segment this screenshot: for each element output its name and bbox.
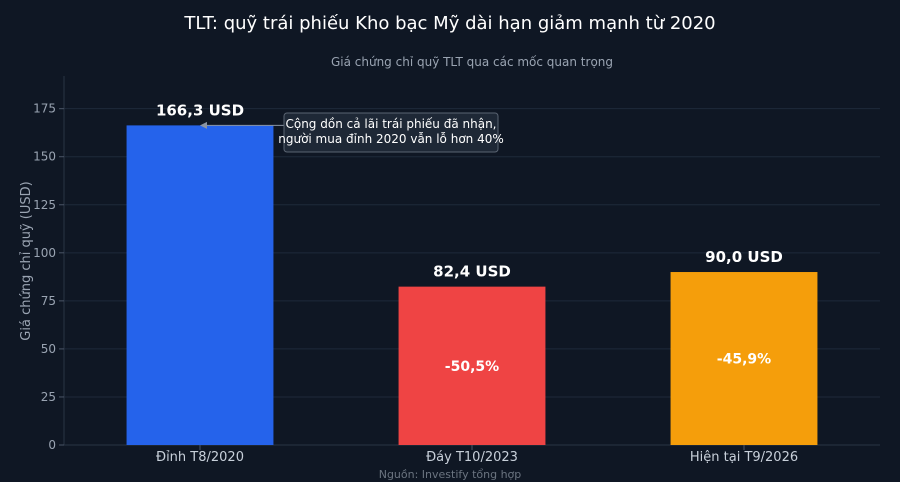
y-tick-label: 125 bbox=[33, 198, 56, 212]
bar bbox=[670, 272, 818, 445]
bar-value-label: 90,0 USD bbox=[705, 248, 783, 266]
y-tick-label: 150 bbox=[33, 150, 56, 164]
chart-title: TLT: quỹ trái phiếu Kho bạc Mỹ dài hạn g… bbox=[183, 13, 715, 34]
x-tick-label: Đáy T10/2023 bbox=[426, 450, 518, 465]
annotation-box bbox=[283, 112, 499, 153]
y-tick-label: 0 bbox=[48, 438, 56, 452]
bar-change-label: -45,9% bbox=[717, 352, 771, 368]
x-tick-label: Đỉnh T8/2020 bbox=[156, 450, 244, 465]
y-axis-ticks: 0 25 50 75 100 125 150 175 bbox=[33, 102, 64, 452]
annotation: Cộng dồn cả lãi trái phiếu đã nhận,người… bbox=[200, 112, 504, 153]
bar-value-label: 166,3 USD bbox=[156, 101, 244, 119]
y-tick-label: 50 bbox=[41, 342, 56, 356]
bar-change-label: -50,5% bbox=[445, 359, 499, 375]
chart-source: Nguồn: Investify tổng hợp bbox=[379, 468, 522, 481]
bar bbox=[126, 125, 274, 446]
x-tick-label: Hiện tại T9/2026 bbox=[690, 450, 798, 465]
y-tick-label: 25 bbox=[41, 390, 56, 404]
bar bbox=[398, 286, 546, 445]
annotation-arrowhead bbox=[200, 121, 207, 129]
y-tick-label: 75 bbox=[41, 294, 56, 308]
chart-subtitle: Giá chứng chỉ quỹ TLT qua các mốc quan t… bbox=[331, 55, 613, 69]
y-tick-label: 175 bbox=[33, 102, 56, 116]
bar-value-label: 82,4 USD bbox=[433, 263, 511, 281]
y-tick-label: 100 bbox=[33, 246, 56, 260]
y-axis-label: Giá chứng chỉ quỹ (USD) bbox=[19, 181, 34, 340]
bars: Đỉnh T8/2020 166,3 USD Đáy T10/2023 82,4 US… bbox=[126, 101, 818, 465]
annotation-text: người mua đỉnh 2020 vẫn lỗ hơn 40% bbox=[278, 132, 504, 146]
annotation-text: Cộng dồn cả lãi trái phiếu đã nhận, bbox=[285, 117, 496, 131]
